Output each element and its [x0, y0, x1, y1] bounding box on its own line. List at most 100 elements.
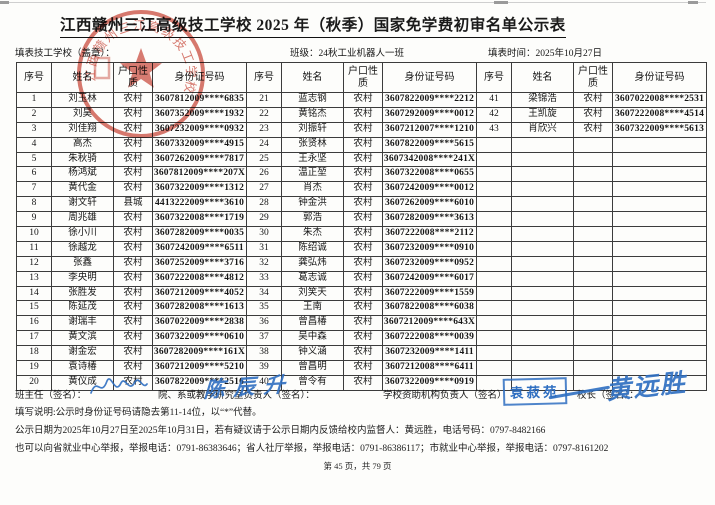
- cell-id: [612, 166, 707, 183]
- fill-date-label: 填表时间：2025年10月27日: [488, 49, 603, 59]
- cell-id: 3607022008****2531: [612, 92, 707, 108]
- cell-name: [511, 315, 574, 332]
- cell-index: 25: [246, 151, 282, 168]
- cell-index: 42: [476, 106, 512, 123]
- cell-hukou: [573, 270, 613, 287]
- cell-index: 30: [246, 226, 282, 242]
- cell-name: 张鑫: [51, 255, 114, 272]
- cell-hukou: 农村: [343, 211, 383, 228]
- cell-hukou: 农村: [113, 181, 153, 198]
- cell-index: 6: [16, 166, 52, 183]
- cell-name: [511, 285, 574, 302]
- cell-hukou: 农村: [343, 181, 383, 198]
- cell-index: 7: [16, 181, 52, 198]
- cell-index: [476, 255, 512, 272]
- cell-index: 37: [246, 330, 282, 347]
- cell-index: 5: [16, 151, 52, 168]
- cell-hukou: 农村: [113, 345, 153, 362]
- table-row: 5 朱秋骑 农村 3607262009****7817 25 王永坚 农村 360734200…: [16, 151, 707, 168]
- cell-id: 3607022009****2838: [152, 315, 247, 332]
- cell-name: 龚弘炜: [281, 255, 344, 272]
- cell-id: 3607322008****0655: [382, 166, 477, 183]
- cell-index: [476, 166, 512, 183]
- cell-name: [511, 211, 574, 228]
- cell-name: 谢金宏: [51, 345, 114, 362]
- cell-hukou: 农村: [343, 255, 383, 272]
- principal-label: 校长（签名）：: [577, 391, 639, 401]
- table-row: 13 李央明 农村 3607222008****4812 33 葛志诚 农村 36072420…: [16, 270, 707, 287]
- cell-name: 葛志诚: [281, 270, 344, 287]
- cell-index: 38: [246, 345, 282, 362]
- cell-index: 26: [246, 166, 282, 183]
- cell-hukou: 农村: [113, 240, 153, 257]
- cell-name: 谢文轩: [51, 196, 114, 213]
- cell-hukou: 农村: [343, 360, 383, 376]
- cell-name: 朱秋骑: [51, 151, 114, 168]
- cell-index: 2: [16, 106, 52, 123]
- cell-hukou: 农村: [343, 136, 383, 153]
- cell-index: 27: [246, 181, 282, 198]
- cell-hukou: [573, 136, 613, 153]
- cell-id: [612, 211, 707, 228]
- col-header-hukou: 户口性质: [343, 62, 383, 93]
- cell-name: 吴中森: [281, 330, 344, 347]
- cell-name: 徐越龙: [51, 240, 114, 257]
- note-instructions: 填写说明:公示时身份证号码请隐去第11-14位，以“*”代替。: [15, 408, 262, 418]
- cell-hukou: 农村: [343, 300, 383, 317]
- col-header-name: 姓名: [511, 62, 574, 93]
- cell-hukou: [573, 300, 613, 317]
- cell-index: [476, 300, 512, 317]
- cell-hukou: 农村: [343, 121, 383, 138]
- school-seal-label: 填表技工学校（盖章）：: [15, 49, 115, 59]
- cell-id: 3607212007****1210: [382, 121, 477, 138]
- cell-hukou: [573, 196, 613, 213]
- cell-index: 18: [16, 345, 52, 362]
- table-header-row: 序号 姓名 户口性质 身份证号码 序号 姓名 户口性质 身份证号码 序号 姓名 …: [16, 62, 707, 93]
- cell-hukou: [573, 255, 613, 272]
- cell-hukou: 农村: [343, 315, 383, 332]
- cell-hukou: 农村: [343, 92, 383, 108]
- cell-name: 谢瑞丰: [51, 315, 114, 332]
- cell-name: 李央明: [51, 270, 114, 287]
- cell-index: 10: [16, 226, 52, 242]
- cell-hukou: 农村: [343, 151, 383, 168]
- page-number: 第 45 页，共 79 页: [323, 461, 392, 471]
- cell-id: 3607212009****4052: [152, 285, 247, 302]
- cell-name: 钟金洪: [281, 196, 344, 213]
- cell-id: 3607222008****0039: [382, 330, 477, 347]
- cell-index: 32: [246, 255, 282, 272]
- cell-name: 肖欣兴: [511, 121, 574, 138]
- cell-name: 蓝志钢: [281, 92, 344, 108]
- dept-head-signature: 陈辰升: [203, 371, 295, 403]
- cell-index: 43: [476, 121, 512, 138]
- cell-hukou: [573, 166, 613, 183]
- cell-index: [476, 315, 512, 332]
- cell-hukou: [573, 330, 613, 347]
- cell-name: [511, 181, 574, 198]
- signature-flourish: [548, 385, 611, 399]
- cell-id: 3607812009****207X: [152, 166, 247, 183]
- cell-name: [511, 166, 574, 183]
- cell-hukou: [573, 226, 613, 242]
- cell-index: 17: [16, 330, 52, 347]
- table-row: 14 张胜发 农村 3607212009****4052 34 刘笑天 农村 36072220…: [16, 285, 707, 302]
- cell-index: 14: [16, 285, 52, 302]
- cell-name: 朱杰: [281, 226, 344, 242]
- cell-name: [511, 300, 574, 317]
- cell-id: [612, 285, 707, 302]
- cell-id: 3607242009****0012: [382, 181, 477, 198]
- cell-id: 3607322009****0610: [152, 330, 247, 347]
- cell-index: 11: [16, 240, 52, 257]
- cell-id: [612, 345, 707, 362]
- cell-hukou: 农村: [113, 285, 153, 302]
- cell-name: 黄铭杰: [281, 106, 344, 123]
- cell-hukou: 农村: [343, 374, 383, 391]
- cell-index: 33: [246, 270, 282, 287]
- cell-hukou: 农村: [343, 240, 383, 257]
- cell-hukou: [573, 181, 613, 198]
- cell-id: [612, 300, 707, 317]
- class-label: 班级：24秋工业机器人一班: [290, 49, 405, 59]
- table-row: 20 黄仪成 农村 3607822009****2516 40 曾令有 农村 36073220…: [16, 374, 707, 391]
- cell-id: 3607222009****1559: [382, 285, 477, 302]
